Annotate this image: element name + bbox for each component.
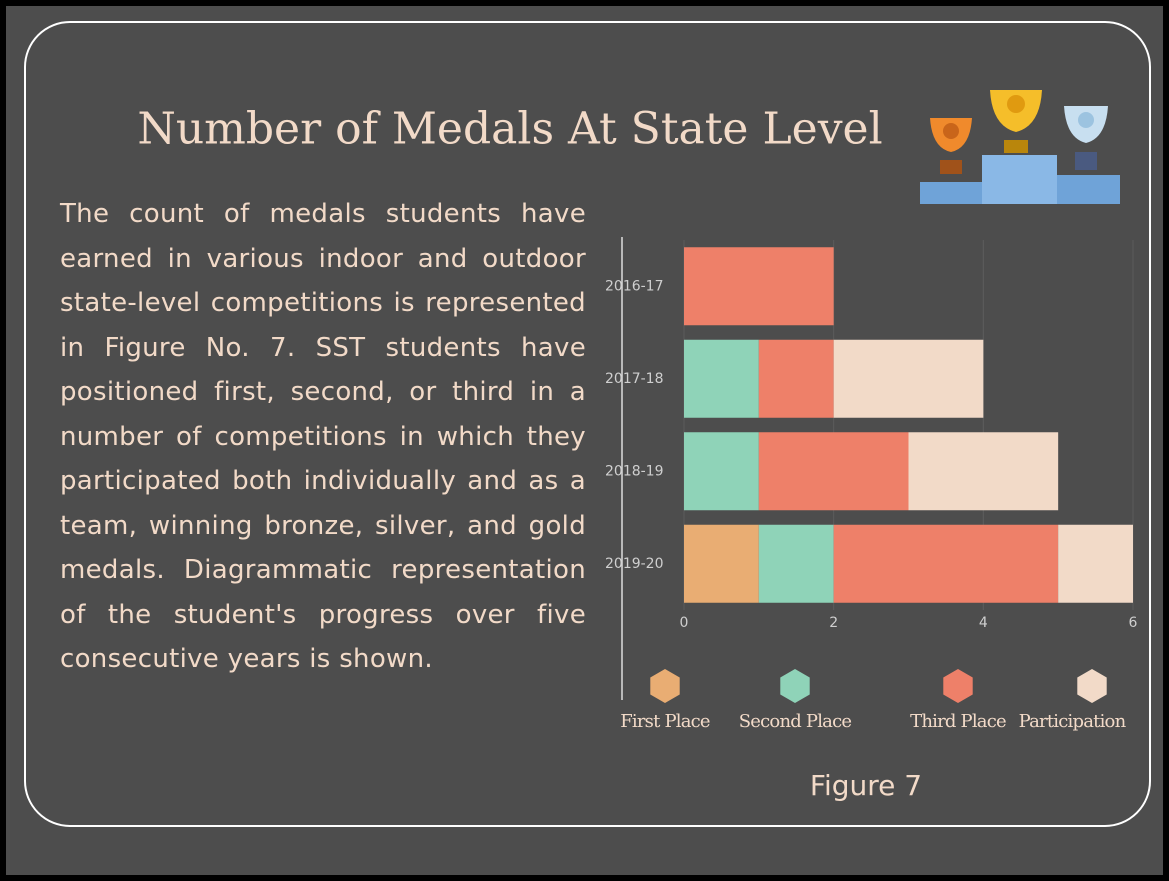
bar-segment <box>834 340 984 418</box>
description: The count of medals students have earned… <box>60 192 586 682</box>
y-tick-label: 2018-19 <box>605 463 664 479</box>
bar-segment <box>759 340 834 418</box>
bar-segment <box>684 525 759 603</box>
x-tick-label: 2 <box>829 615 838 631</box>
x-tick-label: 0 <box>680 615 689 631</box>
x-tick-label: 4 <box>979 615 988 631</box>
bar-segment <box>909 432 1059 510</box>
title: Number of Medals At State Level <box>137 104 882 155</box>
figure-caption: Figure 7 <box>810 769 922 802</box>
bar-segment <box>759 432 909 510</box>
bar-segment <box>684 247 834 325</box>
bar-segment <box>684 340 759 418</box>
legend-label: Participation <box>1019 711 1127 732</box>
y-tick-label: 2016-17 <box>605 278 664 294</box>
legend-label: First Place <box>620 711 710 732</box>
bar-segment <box>1058 525 1133 603</box>
bar-segment <box>684 432 759 510</box>
legend-label: Second Place <box>739 711 852 732</box>
x-tick-label: 6 <box>1129 615 1138 631</box>
y-tick-label: 2019-20 <box>605 556 664 572</box>
bar-segment <box>834 525 1059 603</box>
y-tick-label: 2017-18 <box>605 371 664 387</box>
bar-segment <box>759 525 834 603</box>
legend-label: Third Place <box>910 711 1006 732</box>
slide: Number of Medals At State Level Figure 7… <box>0 0 1169 881</box>
